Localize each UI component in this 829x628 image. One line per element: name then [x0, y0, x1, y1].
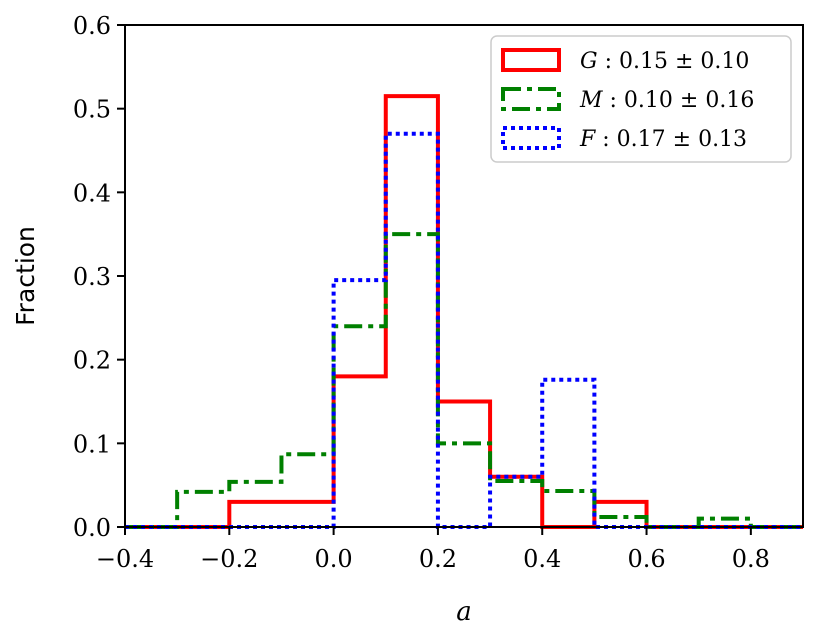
x-tick-label: 0.8: [732, 545, 770, 573]
y-tick-label: 0.3: [73, 263, 111, 291]
legend-box: [490, 35, 792, 163]
x-axis: −0.4 −0.2 0.0 0.2 0.4 0.6 0.8: [96, 527, 770, 573]
y-tick-label: 0.5: [73, 96, 111, 124]
series-1-histogram: [125, 94, 803, 529]
legend: G : 0.15 ± 0.10 M : 0.10 ± 0.16 F : 0.17 ±…: [490, 35, 792, 163]
x-tick-label: −0.4: [96, 545, 154, 573]
legend-label: F : 0.17 ± 0.13: [579, 127, 747, 152]
legend-label: G : 0.15 ± 0.10: [580, 49, 749, 74]
legend-swatch: [501, 48, 561, 72]
y-tick-label: 0.0: [73, 514, 111, 542]
legend-swatch: [501, 126, 561, 150]
x-tick-label: 0.2: [419, 545, 457, 573]
y-tick-label: 0.6: [73, 12, 111, 40]
y-tick-label: 0.4: [73, 179, 111, 207]
x-tick-label: 0.0: [315, 545, 353, 573]
series-2-histogram: [125, 232, 803, 529]
y-axis: 0.0 0.1 0.2 0.3 0.4 0.5 0.6: [73, 12, 125, 542]
legend-label: M : 0.10 ± 0.16: [579, 88, 754, 113]
y-axis-label: Fraction: [11, 226, 40, 326]
x-tick-label: 0.6: [627, 545, 665, 573]
x-tick-label: −0.2: [200, 545, 258, 573]
x-axis-label: a: [456, 597, 472, 627]
y-tick-label: 0.1: [73, 430, 111, 458]
y-tick-label: 0.2: [73, 347, 111, 375]
x-tick-label: 0.4: [523, 545, 561, 573]
legend-swatch: [501, 87, 561, 111]
